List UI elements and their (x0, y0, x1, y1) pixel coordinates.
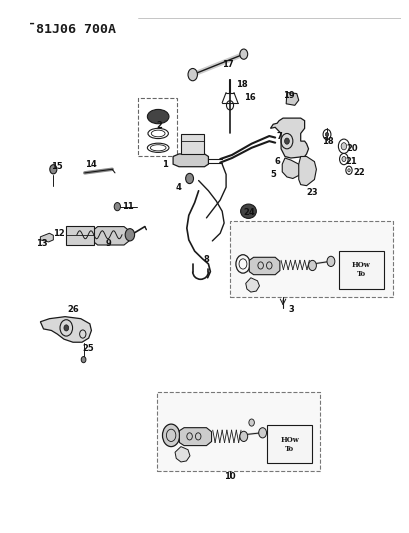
Text: 15: 15 (52, 162, 63, 171)
Text: 3: 3 (288, 305, 294, 314)
Text: 13: 13 (36, 239, 47, 248)
Circle shape (326, 132, 328, 136)
Circle shape (258, 427, 267, 438)
Polygon shape (249, 257, 280, 274)
Polygon shape (246, 278, 259, 292)
Circle shape (341, 143, 347, 150)
Text: 1: 1 (162, 160, 168, 168)
Circle shape (240, 431, 248, 441)
Bar (66, 225, 94, 245)
Circle shape (64, 325, 69, 331)
Circle shape (81, 357, 86, 362)
Text: HOw
To: HOw To (352, 261, 371, 278)
Circle shape (114, 203, 121, 211)
Circle shape (162, 424, 180, 447)
Polygon shape (40, 317, 92, 342)
Circle shape (342, 157, 346, 161)
Circle shape (50, 165, 57, 174)
Text: 10: 10 (224, 472, 236, 481)
Text: 23: 23 (307, 188, 318, 197)
Circle shape (249, 419, 254, 426)
Bar (181, 134, 204, 154)
Circle shape (327, 256, 335, 266)
Text: 20: 20 (346, 144, 357, 154)
Polygon shape (299, 157, 317, 185)
Polygon shape (282, 158, 301, 179)
Circle shape (188, 68, 198, 81)
Text: 11: 11 (122, 202, 134, 211)
Bar (157, 392, 320, 471)
Text: 19: 19 (283, 91, 295, 100)
Ellipse shape (240, 204, 256, 219)
Circle shape (125, 229, 135, 241)
Text: 5: 5 (270, 170, 276, 179)
Bar (230, 222, 393, 297)
Text: 21: 21 (346, 157, 357, 166)
Bar (339, 251, 384, 289)
Text: 14: 14 (85, 160, 97, 168)
Text: 6: 6 (274, 157, 280, 166)
Text: 18: 18 (322, 136, 334, 146)
Text: 16: 16 (244, 93, 256, 102)
Polygon shape (40, 233, 53, 242)
Circle shape (240, 49, 248, 59)
Text: 26: 26 (67, 305, 79, 314)
Ellipse shape (147, 109, 169, 124)
Text: 18: 18 (236, 80, 247, 90)
Text: 25: 25 (83, 344, 94, 353)
Circle shape (308, 260, 317, 271)
Text: 22: 22 (354, 168, 366, 177)
Polygon shape (175, 447, 190, 462)
Text: 2: 2 (156, 122, 162, 130)
Text: 17: 17 (222, 60, 234, 69)
Circle shape (285, 138, 289, 144)
Text: HOw
To: HOw To (281, 435, 299, 453)
Polygon shape (286, 93, 299, 106)
Polygon shape (173, 154, 209, 167)
Text: 7: 7 (276, 132, 282, 141)
Polygon shape (180, 427, 211, 446)
Text: 24: 24 (244, 208, 256, 217)
Polygon shape (270, 118, 308, 158)
Text: 9: 9 (106, 239, 111, 248)
Polygon shape (94, 227, 129, 245)
Bar (267, 425, 312, 464)
Text: ˉ81J06 700A: ˉ81J06 700A (28, 23, 116, 36)
Text: 8: 8 (204, 255, 209, 264)
Circle shape (348, 169, 350, 172)
Bar (138, 98, 177, 157)
Text: 4: 4 (176, 183, 182, 192)
Text: 12: 12 (53, 229, 65, 238)
Circle shape (186, 173, 193, 183)
